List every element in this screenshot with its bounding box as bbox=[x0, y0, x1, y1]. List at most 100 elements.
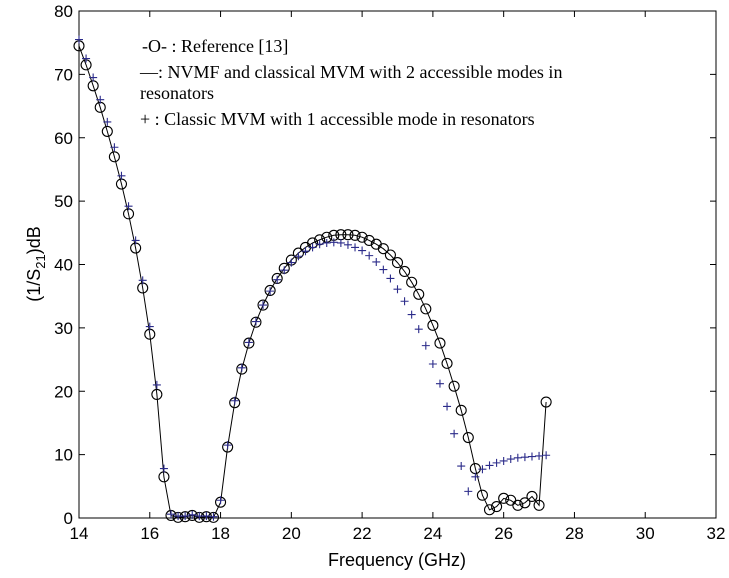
x-tick-label: 14 bbox=[70, 524, 89, 543]
y-tick-label: 0 bbox=[64, 509, 73, 528]
data-point-plus bbox=[506, 455, 515, 464]
data-point-plus bbox=[308, 243, 317, 252]
y-axis-title-part-1: (1/S bbox=[24, 269, 44, 302]
data-point-plus bbox=[287, 258, 296, 267]
legend-entry-3-line-1: + : Classic MVM with 1 accessible mode i… bbox=[140, 109, 535, 129]
series-line-nvmf bbox=[78, 45, 547, 518]
data-point-circle bbox=[101, 125, 113, 137]
data-point-circle bbox=[491, 501, 503, 513]
data-point-plus bbox=[167, 510, 176, 519]
data-point-plus bbox=[471, 472, 480, 481]
x-axis-title: Frequency (GHz) bbox=[328, 550, 466, 570]
y-axis-title: (1/S21)dB bbox=[24, 226, 48, 302]
data-point-plus bbox=[89, 73, 98, 82]
legend-entry-1-line-1: -O- : Reference [13] bbox=[142, 36, 288, 56]
data-point-plus bbox=[181, 512, 190, 521]
data-point-circle bbox=[441, 357, 453, 369]
data-point-plus bbox=[209, 512, 218, 521]
data-point-plus bbox=[343, 240, 352, 249]
data-point-plus bbox=[457, 462, 466, 471]
data-point-plus bbox=[216, 496, 225, 505]
data-point-circle bbox=[186, 509, 198, 522]
data-point-plus bbox=[542, 451, 551, 460]
x-tick-label: 20 bbox=[282, 524, 301, 543]
data-point-plus bbox=[478, 465, 487, 474]
data-point-plus bbox=[188, 510, 197, 519]
data-point-circle bbox=[512, 499, 524, 511]
data-point-circle bbox=[455, 404, 467, 416]
data-point-circle bbox=[257, 299, 269, 311]
data-point-plus bbox=[195, 512, 204, 521]
data-point-plus bbox=[351, 243, 360, 252]
data-point-circle bbox=[526, 490, 538, 503]
data-point-plus bbox=[159, 464, 168, 473]
data-point-plus bbox=[358, 246, 367, 255]
y-tick-label: 80 bbox=[54, 2, 73, 21]
data-point-circle bbox=[391, 257, 404, 269]
data-point-plus bbox=[513, 453, 522, 462]
data-point-circle bbox=[377, 243, 389, 255]
data-point-circle bbox=[462, 431, 474, 444]
x-tick-label: 16 bbox=[140, 524, 159, 543]
x-tick-label: 22 bbox=[353, 524, 372, 543]
data-point-circle bbox=[384, 249, 396, 261]
data-point-plus bbox=[294, 252, 303, 261]
data-point-circle bbox=[476, 489, 488, 501]
data-point-circle bbox=[483, 504, 496, 516]
data-point-circle bbox=[363, 234, 375, 246]
data-point-plus bbox=[244, 338, 253, 347]
data-point-plus bbox=[301, 247, 310, 256]
data-point-plus bbox=[266, 287, 275, 296]
axis-ticks: 14 16 18 20 22 24 26 28 30 32 0 10 20 30 40 50 60 70 80 bbox=[54, 2, 725, 543]
x-tick-label: 26 bbox=[494, 524, 513, 543]
data-point-circle bbox=[498, 492, 510, 504]
y-tick-label: 40 bbox=[54, 256, 73, 275]
data-point-circle bbox=[250, 316, 262, 328]
data-point-plus bbox=[520, 453, 529, 462]
data-point-plus bbox=[96, 95, 105, 104]
data-point-plus bbox=[492, 458, 501, 467]
data-point-plus bbox=[273, 275, 282, 284]
data-point-circle bbox=[264, 284, 276, 297]
legend-entry-2-line-2: resonators bbox=[140, 83, 214, 103]
y-tick-label: 50 bbox=[54, 192, 73, 211]
data-point-plus bbox=[393, 285, 402, 294]
series-nvmf bbox=[78, 45, 547, 518]
data-point-plus bbox=[110, 143, 119, 152]
data-point-plus bbox=[322, 238, 331, 247]
y-tick-label: 10 bbox=[54, 446, 73, 465]
x-tick-label: 18 bbox=[211, 524, 230, 543]
x-tick-label: 24 bbox=[423, 524, 442, 543]
data-point-plus bbox=[82, 54, 91, 63]
y-tick-label: 30 bbox=[54, 319, 73, 338]
data-point-plus bbox=[75, 35, 83, 44]
data-point-plus bbox=[315, 240, 324, 249]
data-point-plus bbox=[421, 341, 430, 350]
x-tick-label: 28 bbox=[565, 524, 584, 543]
x-tick-label: 30 bbox=[636, 524, 655, 543]
data-point-circle bbox=[243, 337, 255, 349]
data-point-plus bbox=[280, 266, 289, 275]
data-point-circle bbox=[356, 231, 368, 243]
data-point-plus bbox=[527, 452, 536, 461]
data-point-plus bbox=[464, 487, 473, 496]
data-point-circle bbox=[413, 288, 425, 300]
data-point-plus bbox=[138, 276, 147, 285]
series-classic bbox=[75, 35, 551, 521]
data-point-plus bbox=[152, 380, 161, 389]
data-point-plus bbox=[251, 317, 260, 326]
data-point-circle bbox=[434, 337, 446, 349]
data-point-plus bbox=[145, 322, 154, 331]
data-point-circle bbox=[406, 276, 418, 288]
y-axis-title-subscript: 21 bbox=[33, 254, 48, 268]
data-point-plus bbox=[414, 325, 423, 334]
data-point-plus bbox=[117, 171, 126, 180]
plot-area bbox=[78, 10, 717, 519]
data-point-plus bbox=[443, 402, 452, 411]
data-point-plus bbox=[237, 363, 246, 372]
data-point-plus bbox=[124, 202, 133, 211]
x-tick-label: 32 bbox=[707, 524, 726, 543]
data-point-plus bbox=[202, 512, 211, 521]
data-point-plus bbox=[230, 396, 239, 405]
